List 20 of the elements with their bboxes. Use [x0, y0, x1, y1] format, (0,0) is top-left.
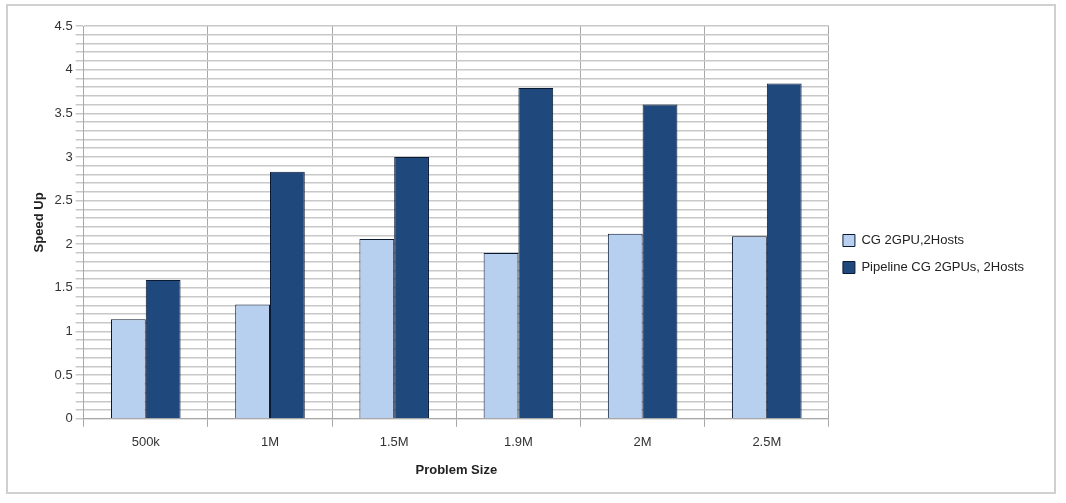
y-tick-label: 2.5 [54, 192, 73, 208]
y-axis-title: Speed Up [31, 192, 47, 253]
y-tick-label: 4.5 [54, 17, 73, 33]
x-tick-label: 2.5M [752, 434, 782, 450]
legend-label: Pipeline CG 2GPUs, 2Hosts [861, 259, 1025, 275]
x-axis-title: Problem Size [415, 461, 498, 477]
y-tick-label: 0.5 [54, 366, 73, 382]
x-tick-label: 500k [131, 434, 161, 450]
legend-label: CG 2GPU,2Hosts [861, 232, 965, 248]
x-tick-label: 1M [260, 434, 280, 450]
y-tick-label: 4 [65, 61, 73, 77]
y-tick-label: 1.5 [54, 279, 73, 295]
y-tick-label: 2 [65, 235, 73, 251]
y-tick-label: 3 [65, 148, 73, 164]
y-tick-label: 0 [65, 410, 73, 426]
x-tick-label: 1.9M [503, 434, 533, 450]
y-tick-label: 3.5 [54, 104, 73, 120]
y-tick-label: 1 [65, 323, 73, 339]
x-tick-label: 2M [633, 434, 652, 450]
x-tick-label: 1.5M [379, 434, 409, 450]
